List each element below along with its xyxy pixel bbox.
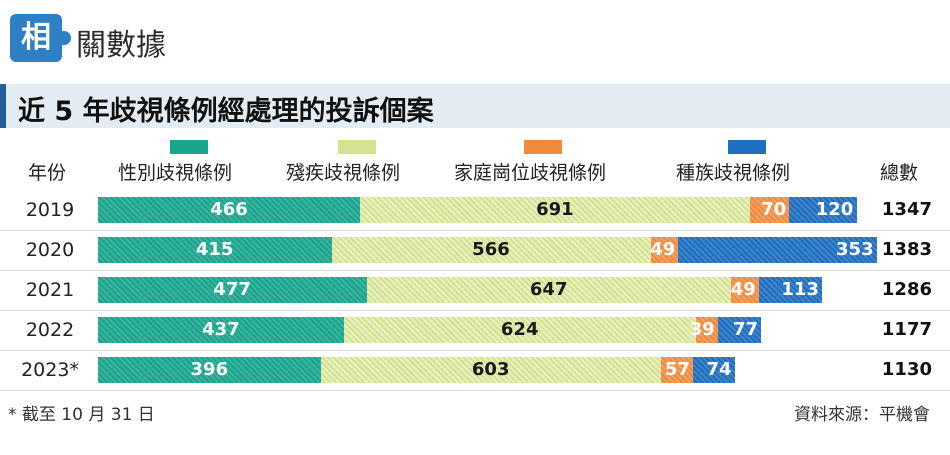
data-label: 77	[733, 319, 758, 340]
year-label: 2019	[10, 199, 90, 221]
legend-swatch-2	[338, 140, 376, 154]
year-label: 2022	[10, 319, 90, 341]
total-value: 1177	[882, 319, 932, 340]
data-label: 396	[191, 359, 229, 380]
data-label: 49	[650, 239, 675, 260]
total-value: 1347	[882, 199, 932, 220]
footnote: * 截至 10 月 31 日	[8, 400, 155, 425]
total-header: 總數	[880, 158, 918, 185]
chart-title: 近 5 年歧視條例經處理的投訴個案	[18, 89, 434, 128]
section-badge: 相	[10, 14, 62, 62]
legend-label-3: 家庭崗位歧視條例	[454, 158, 606, 185]
data-label: 415	[196, 239, 234, 260]
data-label: 691	[536, 199, 574, 220]
data-label: 74	[707, 359, 732, 380]
source-note: 資料來源：平機會	[794, 400, 930, 425]
legend-swatch-4	[728, 140, 766, 154]
title-bar: 近 5 年歧視條例經處理的投訴個案	[0, 84, 950, 128]
data-label: 437	[202, 319, 240, 340]
legend-label-4: 種族歧視條例	[676, 158, 790, 185]
year-label: 2021	[10, 279, 90, 301]
data-label: 647	[530, 279, 568, 300]
row-divider	[0, 350, 950, 351]
data-label: 39	[690, 319, 715, 340]
year-label: 2023*	[10, 359, 90, 381]
data-label: 120	[816, 199, 854, 220]
data-label: 49	[731, 279, 756, 300]
data-label: 466	[210, 199, 248, 220]
year-header: 年份	[28, 158, 66, 185]
row-divider	[0, 390, 950, 391]
data-label: 566	[472, 239, 510, 260]
data-label: 70	[761, 199, 786, 220]
data-label: 57	[665, 359, 690, 380]
row-divider	[0, 230, 950, 231]
data-label: 603	[472, 359, 510, 380]
legend-swatch-1	[170, 140, 208, 154]
section-label: 關數據	[76, 20, 166, 64]
total-value: 1130	[882, 359, 932, 380]
data-label: 624	[501, 319, 539, 340]
data-label: 353	[836, 239, 874, 260]
legend-swatch-3	[524, 140, 562, 154]
total-value: 1383	[882, 239, 932, 260]
total-value: 1286	[882, 279, 932, 300]
legend-label-1: 性別歧視條例	[118, 158, 232, 185]
row-divider	[0, 270, 950, 271]
year-label: 2020	[10, 239, 90, 261]
row-divider	[0, 310, 950, 311]
legend-label-2: 殘疾歧視條例	[286, 158, 400, 185]
data-label: 113	[781, 279, 819, 300]
data-label: 477	[213, 279, 251, 300]
